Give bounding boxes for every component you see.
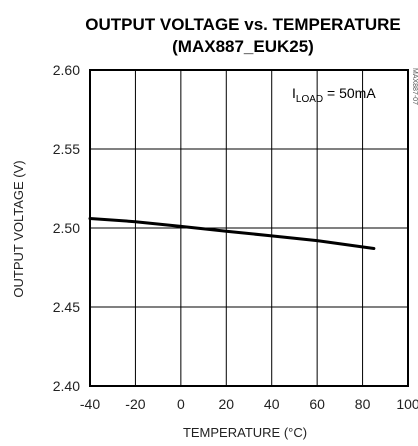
x-tick-label: 40 [264, 396, 280, 412]
annotation-main: I [292, 85, 296, 101]
load-annotation: ILOAD = 50mA [292, 85, 376, 105]
annotation-rest: = 50mA [323, 85, 376, 101]
x-tick-label: 60 [309, 396, 325, 412]
x-tick-label: -40 [80, 396, 100, 412]
x-tick-label: -20 [125, 396, 145, 412]
y-tick-label: 2.60 [53, 62, 80, 78]
x-tick-label: 20 [218, 396, 234, 412]
y-axis-label: OUTPUT VOLTAGE (V) [11, 160, 26, 297]
y-tick-label: 2.50 [53, 220, 80, 236]
tick-labels: -40 -20 0 20 40 60 80 100 2.60 2.55 2.50 2.45 2.40 [53, 62, 418, 412]
y-tick-label: 2.45 [53, 299, 80, 315]
chart-subtitle: (MAX887_EUK25) [172, 37, 314, 56]
plot-frame [89, 69, 409, 387]
x-tick-label: 80 [355, 396, 371, 412]
output-voltage-line [88, 217, 376, 250]
x-tick-label: 0 [177, 396, 185, 412]
annotation-sub: LOAD [296, 94, 323, 105]
figure-code: MAX887-07 [411, 68, 418, 105]
grid [90, 70, 408, 386]
y-tick-label: 2.55 [53, 141, 80, 157]
chart-title: OUTPUT VOLTAGE vs. TEMPERATURE [85, 15, 400, 34]
series-layer [88, 217, 376, 250]
x-axis-label: TEMPERATURE (°C) [183, 425, 307, 440]
x-tick-label: 100 [396, 396, 418, 412]
y-tick-label: 2.40 [53, 378, 80, 394]
